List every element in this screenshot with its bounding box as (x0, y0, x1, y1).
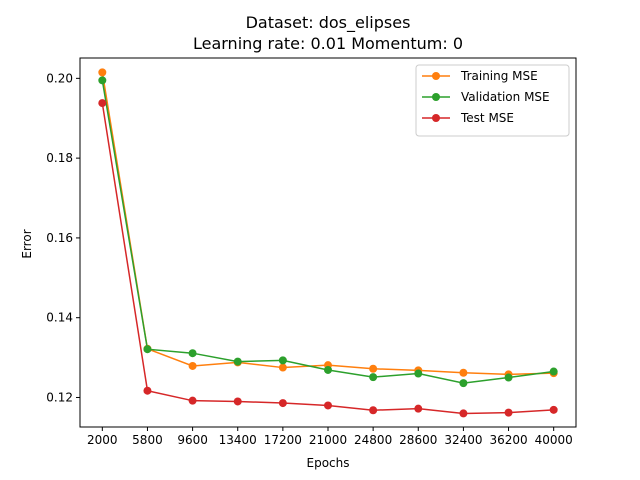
x-tick-label: 2000 (87, 433, 118, 447)
plot-area: 2000 5800 9600 13400 17200 21000 24800 28600 324… (46, 57, 577, 447)
series-1-point (233, 357, 242, 366)
legend-marker-1 (432, 93, 440, 101)
legend-label-2: Test MSE (460, 111, 514, 125)
series-1-point (459, 379, 468, 388)
series-1-point (98, 76, 107, 85)
x-tick-label: 9600 (177, 433, 208, 447)
series-2-point (233, 397, 242, 406)
x-tick-label: 5800 (132, 433, 163, 447)
series-0-point (459, 368, 468, 377)
legend-marker-0 (432, 72, 440, 80)
legend-marker-2 (432, 114, 440, 122)
y-tick-label: 0.18 (46, 151, 73, 165)
series-1-point (324, 365, 332, 374)
series-1-point (188, 349, 197, 358)
series-2-point (143, 386, 152, 395)
series-2-point (324, 401, 332, 410)
x-tick-label: 36200 (489, 433, 527, 447)
series-2-point (369, 406, 378, 415)
x-tick-label: 13400 (219, 433, 257, 447)
series-2-point (98, 99, 107, 108)
series-2-point (278, 399, 287, 408)
y-tick-label: 0.20 (46, 71, 73, 85)
series-1-point (504, 373, 513, 382)
series-0-point (278, 363, 287, 372)
chart-title-line2: Learning rate: 0.01 Momentum: 0 (193, 34, 463, 53)
x-tick-label: 21000 (309, 433, 347, 447)
y-tick-label: 0.14 (46, 311, 73, 325)
series-1-point (278, 356, 287, 365)
legend-box (415, 64, 570, 137)
x-axis-label: Epochs (307, 456, 350, 470)
y-axis-label: Error (20, 229, 34, 258)
chart-title-line1: Dataset: dos_elipses (246, 13, 411, 33)
series-2-point (459, 409, 468, 418)
x-tick-label: 17200 (264, 433, 302, 447)
series-2-point (414, 404, 423, 413)
series-1-point (369, 373, 378, 382)
x-tick-label: 28600 (399, 433, 437, 447)
x-tick-label: 32400 (444, 433, 482, 447)
series-2-point (549, 405, 558, 414)
series-2-point (188, 396, 197, 405)
y-tick-label: 0.12 (46, 390, 73, 404)
series-0-point (369, 364, 378, 373)
legend-label-1: Validation MSE (461, 90, 550, 104)
series-1-point (143, 345, 152, 354)
x-tick-label: 24800 (354, 433, 392, 447)
series-1-point (549, 367, 558, 376)
series-0-point (98, 68, 107, 77)
x-tick-label: 40000 (535, 433, 573, 447)
legend: Training MSE Validation MSE Test MSE (415, 64, 570, 137)
y-tick-label: 0.16 (46, 231, 73, 245)
series-0-point (188, 361, 197, 370)
series-1-point (414, 369, 423, 378)
legend-label-0: Training MSE (460, 69, 538, 83)
series-2-point (504, 408, 513, 417)
